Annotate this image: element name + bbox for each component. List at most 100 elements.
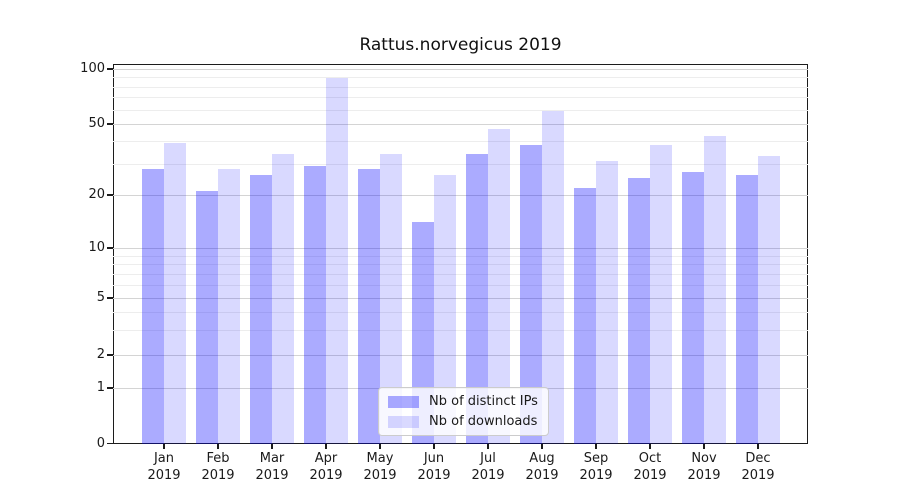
legend: Nb of distinct IPs Nb of downloads bbox=[378, 387, 549, 436]
bar-apr-distinct-ips bbox=[304, 166, 326, 444]
bar-dec-distinct-ips bbox=[736, 174, 758, 444]
bar-mar-distinct-ips bbox=[250, 174, 272, 444]
x-tick-label-jun: Jun 2019 bbox=[402, 451, 466, 484]
x-label-month: Feb bbox=[206, 451, 230, 466]
gridline-minor-60 bbox=[113, 109, 808, 111]
y-tick-mark-2 bbox=[107, 354, 113, 356]
x-tick-mark-jan bbox=[163, 444, 165, 449]
bar-mar-downloads bbox=[272, 153, 294, 444]
y-tick-mark-100 bbox=[107, 68, 113, 70]
y-tick-mark-20 bbox=[107, 194, 113, 196]
x-label-month: Oct bbox=[638, 451, 662, 466]
bar-sep-downloads bbox=[596, 161, 618, 444]
x-label-year: 2019 bbox=[741, 467, 775, 483]
gridline-major-50 bbox=[113, 124, 808, 125]
x-tick-mark-jun bbox=[433, 444, 435, 449]
x-label-month: Apr bbox=[314, 451, 338, 466]
x-label-month: Nov bbox=[691, 451, 717, 466]
x-label-month: Jan bbox=[153, 451, 175, 466]
x-tick-mark-oct bbox=[649, 444, 651, 449]
x-label-year: 2019 bbox=[201, 467, 235, 483]
x-tick-label-sep: Sep 2019 bbox=[564, 451, 628, 484]
x-label-year: 2019 bbox=[363, 467, 397, 483]
bar-may-distinct-ips bbox=[358, 168, 380, 444]
y-tick-mark-5 bbox=[107, 297, 113, 299]
x-tick-label-feb: Feb 2019 bbox=[186, 451, 250, 484]
bar-feb-distinct-ips bbox=[196, 191, 218, 444]
x-label-year: 2019 bbox=[309, 467, 343, 483]
x-label-month: May bbox=[366, 451, 394, 466]
bar-jun-downloads bbox=[434, 174, 456, 444]
bar-jul-downloads bbox=[488, 128, 510, 444]
x-label-year: 2019 bbox=[255, 467, 289, 483]
y-tick-label-100: 100 bbox=[80, 61, 105, 76]
bar-apr-downloads bbox=[326, 78, 348, 444]
x-tick-label-nov: Nov 2019 bbox=[672, 451, 736, 484]
x-label-year: 2019 bbox=[525, 467, 559, 483]
bar-sep-distinct-ips bbox=[574, 187, 596, 444]
bar-dec-downloads bbox=[758, 156, 780, 444]
x-label-month: Aug bbox=[529, 451, 555, 466]
x-tick-mark-nov bbox=[703, 444, 705, 449]
bar-aug-downloads bbox=[542, 110, 564, 444]
x-label-month: Jun bbox=[423, 451, 445, 466]
y-tick-label-2: 2 bbox=[96, 347, 105, 362]
bar-feb-downloads bbox=[218, 168, 240, 444]
x-tick-label-dec: Dec 2019 bbox=[726, 451, 790, 484]
x-tick-mark-sep bbox=[595, 444, 597, 449]
x-tick-mark-aug bbox=[541, 444, 543, 449]
x-tick-label-may: May 2019 bbox=[348, 451, 412, 484]
x-label-year: 2019 bbox=[687, 467, 721, 483]
x-label-year: 2019 bbox=[147, 467, 181, 483]
gridline-major-100 bbox=[113, 69, 808, 70]
legend-item-distinct-ips: Nb of distinct IPs bbox=[388, 394, 538, 409]
gridline-minor-70 bbox=[113, 97, 808, 99]
bar-may-downloads bbox=[380, 153, 402, 444]
y-tick-label-10: 10 bbox=[88, 240, 105, 255]
bar-nov-distinct-ips bbox=[682, 171, 704, 444]
x-tick-mark-feb bbox=[217, 444, 219, 449]
x-tick-mark-dec bbox=[757, 444, 759, 449]
gridline-minor-90 bbox=[113, 77, 808, 79]
x-tick-mark-mar bbox=[271, 444, 273, 449]
bar-jan-distinct-ips bbox=[142, 168, 164, 444]
y-tick-mark-50 bbox=[107, 123, 113, 125]
y-tick-mark-0 bbox=[107, 442, 113, 445]
chart-title: Rattus.norvegicus 2019 bbox=[359, 35, 562, 55]
legend-item-downloads: Nb of downloads bbox=[388, 414, 538, 429]
legend-label-distinct-ips: Nb of distinct IPs bbox=[429, 394, 538, 409]
x-tick-label-aug: Aug 2019 bbox=[510, 451, 574, 484]
bar-oct-distinct-ips bbox=[628, 177, 650, 444]
x-tick-label-jul: Jul 2019 bbox=[456, 451, 520, 484]
x-label-month: Sep bbox=[583, 451, 609, 466]
y-tick-label-20: 20 bbox=[88, 187, 105, 202]
legend-label-downloads: Nb of downloads bbox=[429, 414, 538, 429]
y-tick-label-1: 1 bbox=[96, 380, 105, 395]
x-label-month: Mar bbox=[259, 451, 285, 466]
y-tick-mark-10 bbox=[107, 247, 113, 249]
bar-jul-distinct-ips bbox=[466, 153, 488, 444]
plot-area: Nb of distinct IPs Nb of downloads bbox=[113, 64, 808, 444]
x-tick-mark-apr bbox=[325, 444, 327, 449]
x-tick-label-apr: Apr 2019 bbox=[294, 451, 358, 484]
x-tick-label-oct: Oct 2019 bbox=[618, 451, 682, 484]
bar-jan-downloads bbox=[164, 143, 186, 444]
gridline-minor-80 bbox=[113, 86, 808, 88]
y-tick-mark-1 bbox=[107, 387, 113, 389]
y-tick-label-0: 0 bbox=[96, 435, 105, 451]
bar-aug-distinct-ips bbox=[520, 145, 542, 444]
x-label-month: Dec bbox=[745, 451, 771, 466]
x-label-year: 2019 bbox=[579, 467, 613, 483]
y-tick-label-5: 5 bbox=[96, 290, 105, 305]
legend-swatch-distinct-ips bbox=[388, 395, 419, 408]
x-label-month: Jul bbox=[480, 451, 496, 466]
x-tick-mark-jul bbox=[487, 444, 489, 449]
x-label-year: 2019 bbox=[633, 467, 667, 483]
x-label-year: 2019 bbox=[471, 467, 505, 483]
x-tick-label-jan: Jan 2019 bbox=[132, 451, 196, 484]
x-tick-mark-may bbox=[379, 444, 381, 449]
x-tick-label-mar: Mar 2019 bbox=[240, 451, 304, 484]
y-tick-label-50: 50 bbox=[88, 116, 105, 131]
bar-oct-downloads bbox=[650, 145, 672, 444]
